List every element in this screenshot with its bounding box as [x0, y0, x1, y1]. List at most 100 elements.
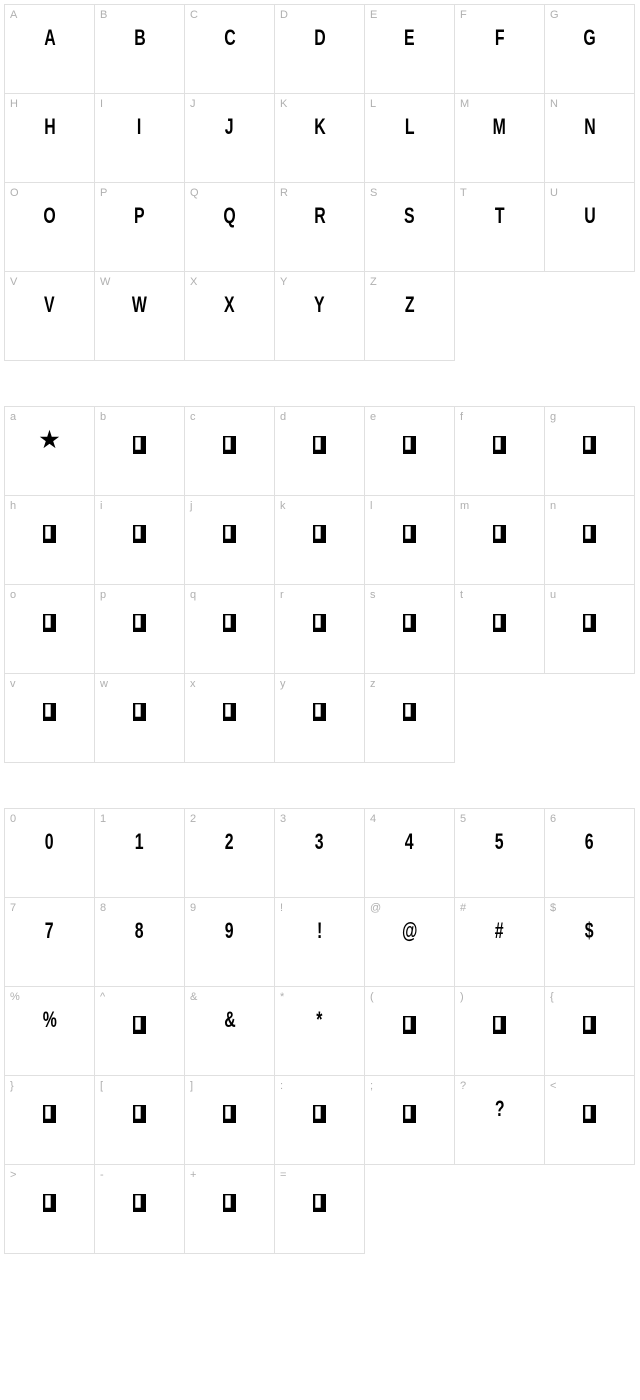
cell-label: C — [190, 9, 198, 21]
glyph-text: J — [225, 116, 234, 138]
glyph-text: T — [495, 205, 505, 227]
cell-glyph: ▋ — [455, 518, 544, 543]
glyph-cell: =▋ — [275, 1165, 365, 1254]
glyph-cell: $$ — [545, 898, 635, 987]
cell-label: [ — [100, 1080, 103, 1092]
cell-label: * — [280, 991, 284, 1003]
cell-glyph: 6 — [545, 831, 634, 853]
cell-label: A — [10, 9, 17, 21]
glyph-cell: e▋ — [365, 407, 455, 496]
glyph-cell: q▋ — [185, 585, 275, 674]
glyph-cell: <▋ — [545, 1076, 635, 1165]
glyph-cell: n▋ — [545, 496, 635, 585]
cell-label: d — [280, 411, 286, 423]
glyph-cell: f▋ — [455, 407, 545, 496]
cell-label: n — [550, 500, 556, 512]
cell-label: k — [280, 500, 286, 512]
cell-glyph: A — [5, 27, 94, 49]
cell-glyph: ▋ — [545, 1009, 634, 1034]
cell-label: ? — [460, 1080, 466, 1092]
glyph-text: R — [314, 205, 325, 227]
cell-label: J — [190, 98, 196, 110]
notdef-glyph-icon: ▋ — [493, 436, 507, 454]
glyph-text: K — [314, 116, 325, 138]
notdef-glyph-icon: ▋ — [313, 436, 327, 454]
notdef-glyph-icon: ▋ — [403, 1105, 417, 1123]
cell-label: w — [100, 678, 108, 690]
glyph-cell: )▋ — [455, 987, 545, 1076]
glyph-cell: 66 — [545, 809, 635, 898]
cell-label: p — [100, 589, 106, 601]
cell-glyph: ★ — [5, 429, 94, 451]
cell-label: U — [550, 187, 558, 199]
cell-label: Q — [190, 187, 199, 199]
cell-glyph: ▋ — [185, 518, 274, 543]
cell-label: X — [190, 276, 197, 288]
cell-label: P — [100, 187, 107, 199]
glyph-cell: FF — [455, 5, 545, 94]
glyph-cell: 99 — [185, 898, 275, 987]
cell-glyph: ▋ — [545, 429, 634, 454]
notdef-glyph-icon: ▋ — [403, 436, 417, 454]
glyph-cell: EE — [365, 5, 455, 94]
notdef-glyph-icon: ▋ — [133, 614, 147, 632]
glyph-cell: }▋ — [5, 1076, 95, 1165]
cell-glyph: @ — [365, 920, 454, 942]
glyph-cell: SS — [365, 183, 455, 272]
glyph-cell: VV — [5, 272, 95, 361]
notdef-glyph-icon: ▋ — [493, 525, 507, 543]
glyph-text: D — [314, 27, 325, 49]
glyph-cell: && — [185, 987, 275, 1076]
cell-label: + — [190, 1169, 196, 1181]
glyph-cell: GG — [545, 5, 635, 94]
cell-label: h — [10, 500, 16, 512]
notdef-glyph-icon: ▋ — [583, 525, 597, 543]
cell-label: x — [190, 678, 196, 690]
cell-glyph: ▋ — [275, 607, 364, 632]
cell-glyph: F — [455, 27, 544, 49]
cell-label: a — [10, 411, 16, 423]
cell-label: E — [370, 9, 377, 21]
section-uppercase: AABBCCDDEEFFGGHHIIJJKKLLMMNNOOPPQQRRSSTT… — [4, 4, 635, 361]
notdef-glyph-icon: ▋ — [43, 1194, 57, 1212]
glyph-cell: @@ — [365, 898, 455, 987]
glyph-cell: g▋ — [545, 407, 635, 496]
glyph-cell: TT — [455, 183, 545, 272]
cell-glyph: ▋ — [5, 696, 94, 721]
cell-glyph: ▋ — [545, 1098, 634, 1123]
cell-glyph: ▋ — [95, 429, 184, 454]
glyph-cell: QQ — [185, 183, 275, 272]
cell-glyph: E — [365, 27, 454, 49]
glyph-cell: i▋ — [95, 496, 185, 585]
notdef-glyph-icon: ▋ — [583, 1016, 597, 1034]
cell-glyph: 3 — [275, 831, 364, 853]
cell-label: c — [190, 411, 196, 423]
glyph-cell: t▋ — [455, 585, 545, 674]
cell-label: R — [280, 187, 288, 199]
glyph-cell: >▋ — [5, 1165, 95, 1254]
glyph-text: 1 — [135, 831, 144, 853]
glyph-cell: 33 — [275, 809, 365, 898]
cell-label: ! — [280, 902, 283, 914]
cell-glyph: * — [275, 1009, 364, 1031]
notdef-glyph-icon: ▋ — [133, 525, 147, 543]
cell-glyph: P — [95, 205, 184, 227]
glyph-cell: MM — [455, 94, 545, 183]
cell-glyph: ▋ — [365, 429, 454, 454]
cell-label: 3 — [280, 813, 286, 825]
glyph-cell: UU — [545, 183, 635, 272]
notdef-glyph-icon: ▋ — [313, 1194, 327, 1212]
cell-label: N — [550, 98, 558, 110]
notdef-glyph-icon: ▋ — [583, 1105, 597, 1123]
cell-glyph: & — [185, 1009, 274, 1031]
cell-glyph: ▋ — [365, 1009, 454, 1034]
glyph-text: & — [224, 1009, 235, 1031]
glyph-cell: y▋ — [275, 674, 365, 763]
glyph-text: B — [134, 27, 145, 49]
cell-label: ^ — [100, 991, 105, 1003]
notdef-glyph-icon: ▋ — [493, 614, 507, 632]
cell-label: e — [370, 411, 376, 423]
glyph-cell: :▋ — [275, 1076, 365, 1165]
glyph-text: 8 — [135, 920, 144, 942]
cell-glyph: 4 — [365, 831, 454, 853]
